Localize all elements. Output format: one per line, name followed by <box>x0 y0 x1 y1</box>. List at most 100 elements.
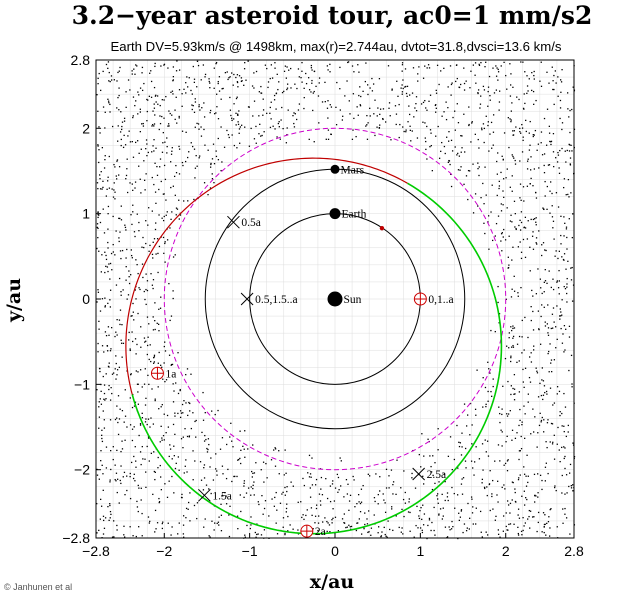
asteroid-dot <box>509 220 512 222</box>
asteroid-dot <box>437 498 439 500</box>
asteroid-dot <box>257 533 259 535</box>
asteroid-dot <box>424 137 426 139</box>
asteroid-dot <box>124 226 127 229</box>
asteroid-dot <box>188 435 191 437</box>
asteroid-dot <box>521 352 523 354</box>
asteroid-dot <box>155 147 157 149</box>
asteroid-dot <box>563 285 565 288</box>
asteroid-dot <box>544 249 546 251</box>
asteroid-dot <box>463 67 465 69</box>
asteroid-dot <box>205 484 208 486</box>
asteroid-dot <box>537 496 539 498</box>
asteroid-dot <box>418 453 420 456</box>
asteroid-dot <box>141 89 144 92</box>
asteroid-dot <box>125 257 127 259</box>
asteroid-dot <box>96 474 99 476</box>
asteroid-dot <box>382 493 384 495</box>
asteroid-dot <box>150 360 152 363</box>
asteroid-dot <box>392 529 394 532</box>
asteroid-dot <box>118 277 121 280</box>
asteroid-dot <box>143 82 145 85</box>
asteroid-dot <box>529 527 531 529</box>
asteroid-dot <box>480 197 482 199</box>
asteroid-dot <box>404 502 407 504</box>
asteroid-dot <box>418 66 420 68</box>
asteroid-dot <box>512 325 514 327</box>
asteroid-dot <box>298 103 301 105</box>
asteroid-dot <box>545 249 547 252</box>
asteroid-dot <box>549 508 551 511</box>
asteroid-dot <box>214 413 216 416</box>
asteroid-dot <box>511 481 514 483</box>
asteroid-dot <box>292 114 294 117</box>
asteroid-dot <box>478 166 480 168</box>
asteroid-dot <box>367 84 369 86</box>
asteroid-dot <box>343 521 345 524</box>
asteroid-dot <box>501 431 503 433</box>
asteroid-dot <box>97 342 99 345</box>
asteroid-dot <box>132 211 134 213</box>
asteroid-dot <box>169 444 171 446</box>
asteroid-dot <box>106 345 109 347</box>
asteroid-dot <box>178 469 180 471</box>
asteroid-dot <box>173 492 175 494</box>
asteroid-dot <box>511 259 513 261</box>
asteroid-dot <box>503 464 505 466</box>
asteroid-dot <box>100 89 102 92</box>
asteroid-dot <box>237 459 239 461</box>
asteroid-dot <box>267 86 269 89</box>
asteroid-dot <box>139 424 142 426</box>
asteroid-dot <box>491 495 493 498</box>
asteroid-dot <box>203 128 205 131</box>
asteroid-dot <box>131 439 134 442</box>
asteroid-dot <box>139 108 141 110</box>
asteroid-dot <box>197 123 200 125</box>
asteroid-dot <box>209 112 211 114</box>
asteroid-dot <box>116 524 118 527</box>
asteroid-dot <box>329 500 332 503</box>
asteroid-dot <box>537 521 539 524</box>
asteroid-dot <box>184 428 186 430</box>
asteroid-dot <box>548 516 550 518</box>
asteroid-dot <box>428 100 430 102</box>
asteroid-dot <box>193 148 196 150</box>
asteroid-dot <box>475 82 477 84</box>
asteroid-dot <box>220 98 222 100</box>
asteroid-dot <box>126 475 128 477</box>
asteroid-dot <box>253 87 255 89</box>
asteroid-dot <box>511 288 513 290</box>
asteroid-dot <box>556 338 558 341</box>
asteroid-dot <box>107 302 109 305</box>
asteroid-dot <box>192 145 194 148</box>
asteroid-dot <box>266 67 268 70</box>
asteroid-dot <box>472 64 475 66</box>
asteroid-dot <box>172 256 175 258</box>
asteroid-dot <box>166 414 169 417</box>
asteroid-dot <box>510 360 512 363</box>
asteroid-dot <box>563 216 565 218</box>
asteroid-dot <box>332 480 334 482</box>
asteroid-dot <box>560 243 562 245</box>
asteroid-dot <box>372 83 375 85</box>
asteroid-dot <box>98 72 100 75</box>
asteroid-dot <box>191 93 193 95</box>
asteroid-dot <box>511 175 513 177</box>
asteroid-dot <box>130 315 132 317</box>
asteroid-dot <box>130 373 132 375</box>
asteroid-dot <box>254 531 257 534</box>
asteroid-dot <box>142 125 145 127</box>
asteroid-dot <box>510 73 512 75</box>
asteroid-dot <box>543 164 545 167</box>
asteroid-dot <box>524 437 526 440</box>
asteroid-dot <box>469 517 471 519</box>
asteroid-dot <box>350 525 353 528</box>
asteroid-dot <box>450 83 453 86</box>
asteroid-dot <box>102 410 104 412</box>
asteroid-dot <box>103 232 106 234</box>
asteroid-dot <box>469 434 471 436</box>
asteroid-dot <box>484 166 486 168</box>
asteroid-dot <box>569 109 571 112</box>
asteroid-dot <box>222 473 224 475</box>
asteroid-dot <box>182 515 185 517</box>
asteroid-dot <box>216 474 218 476</box>
